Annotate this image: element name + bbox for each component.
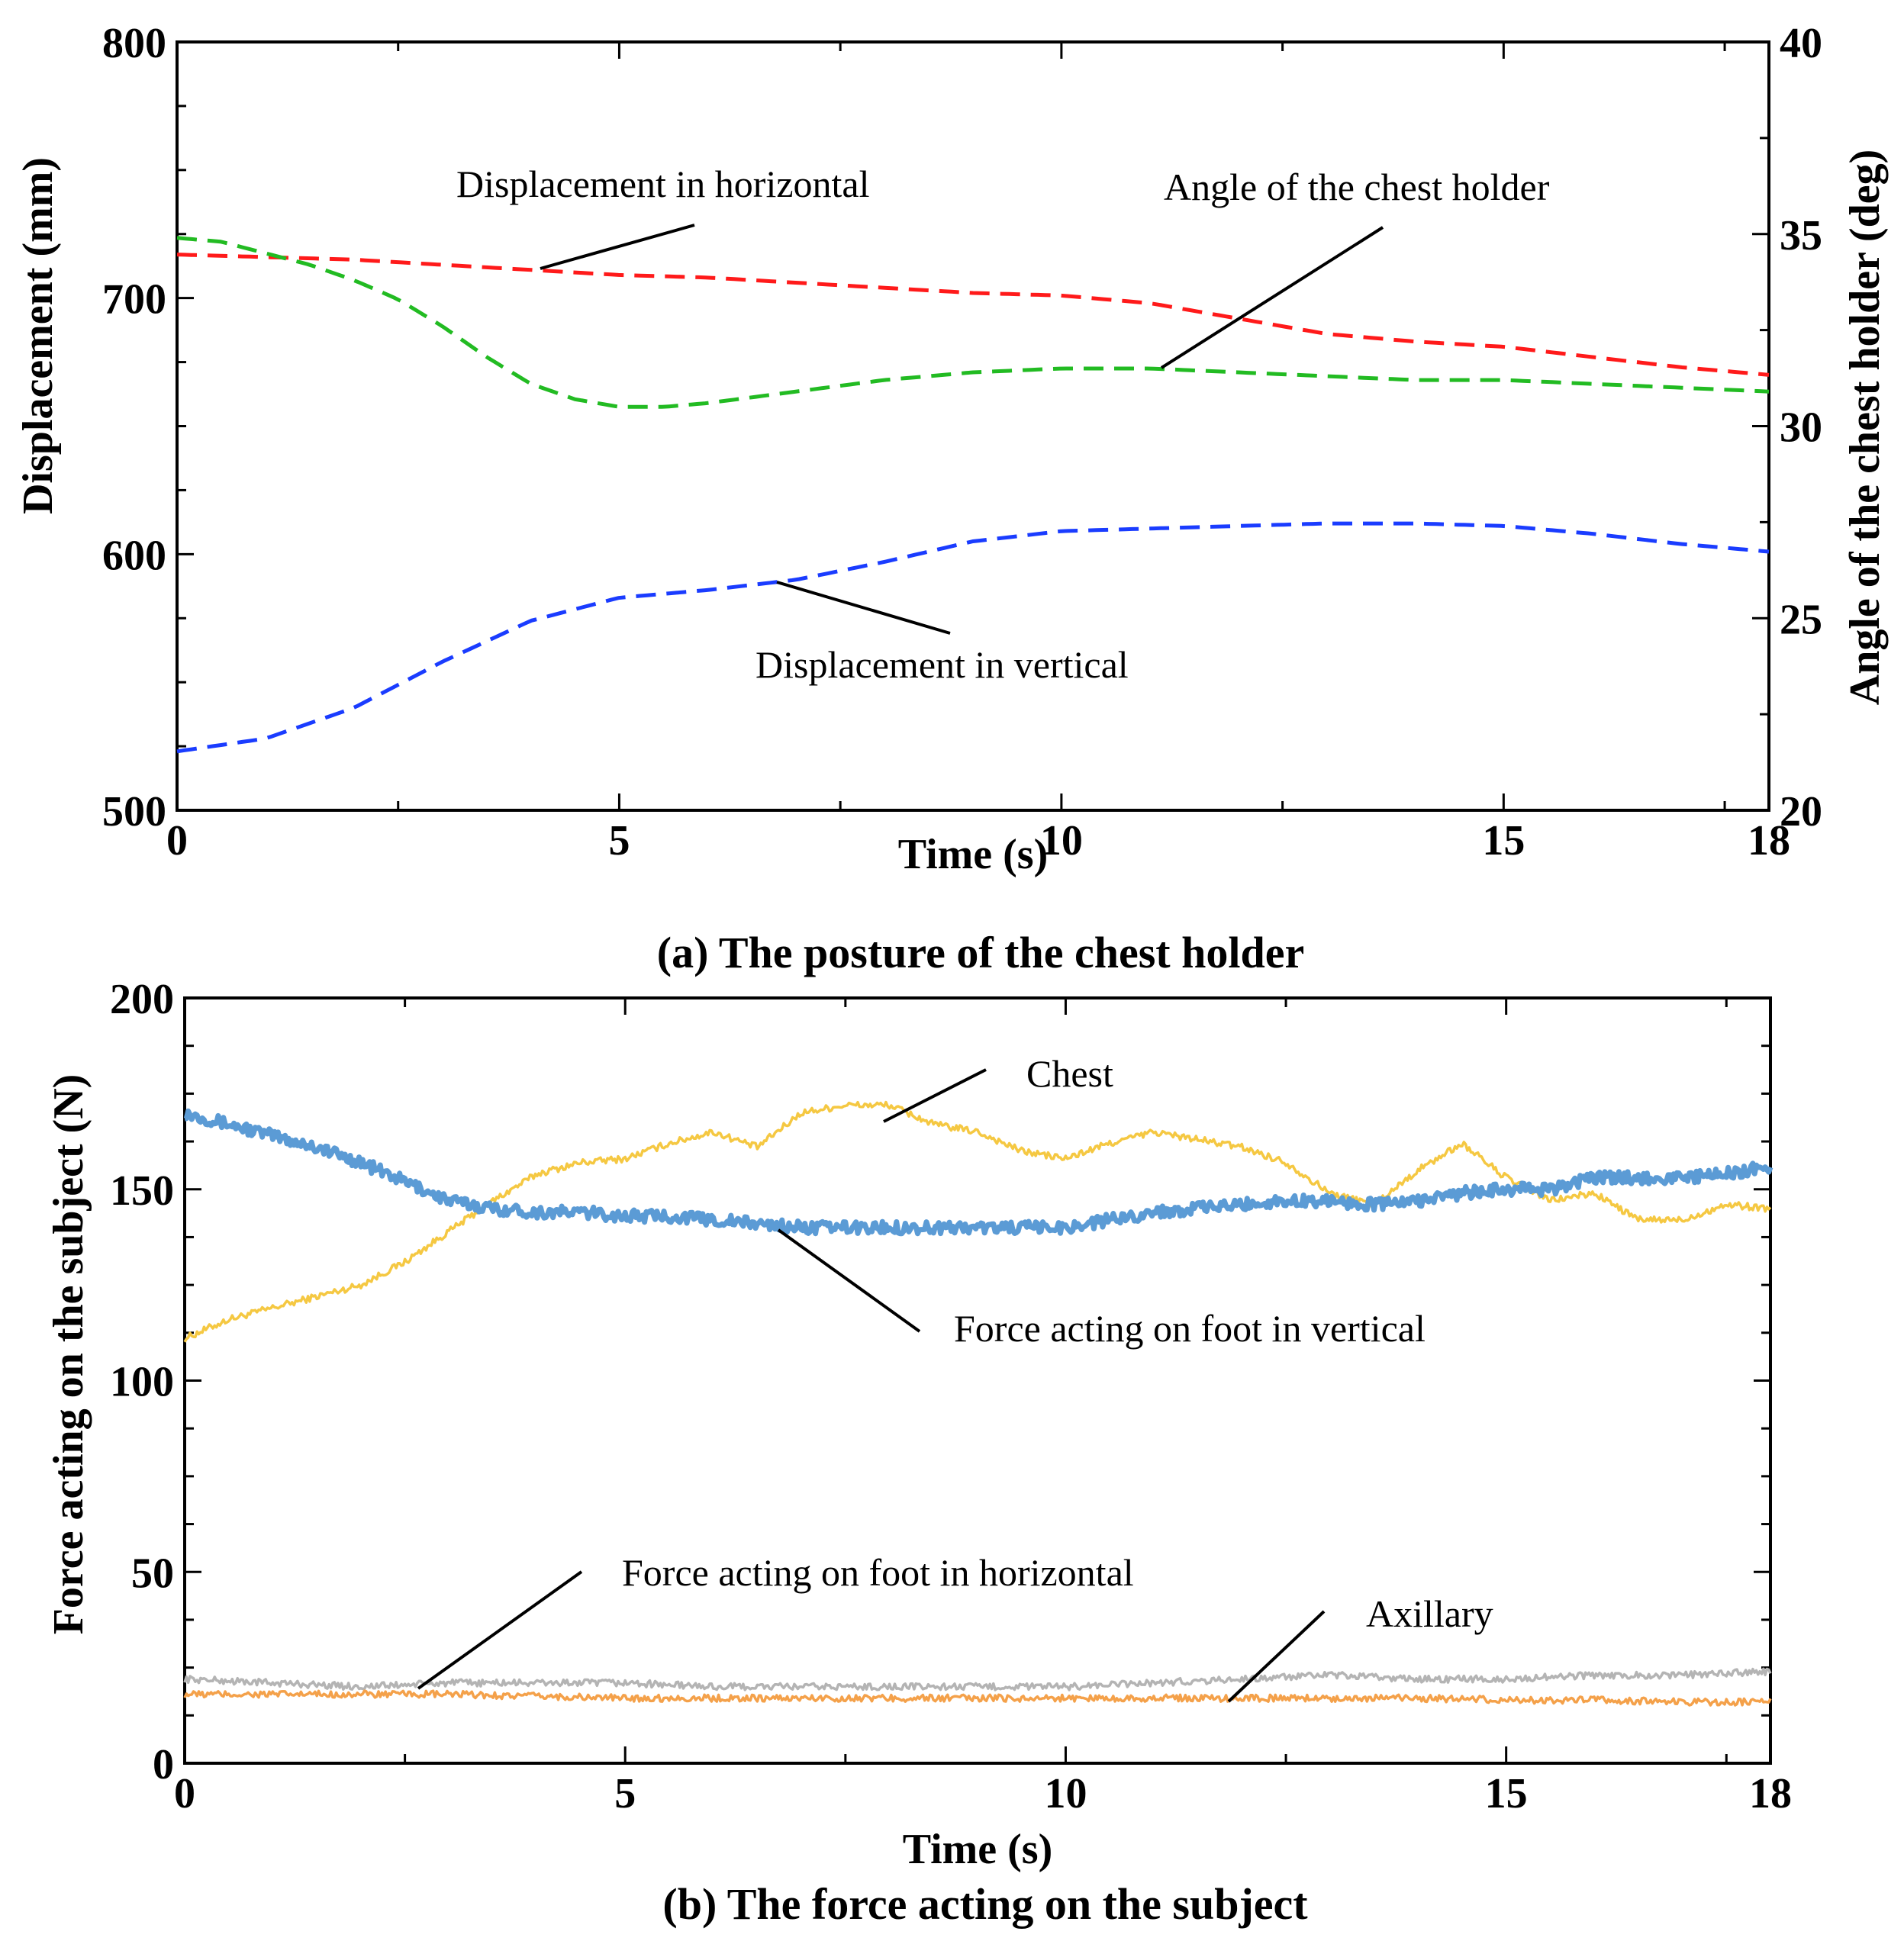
x-tick-label: 5 (608, 817, 630, 864)
chart-caption: (b) The force acting on the subject (662, 1879, 1308, 1929)
y2-tick-label: 40 (1780, 20, 1822, 67)
chart-caption: (a) The posture of the chest holder (657, 928, 1304, 977)
y-tick-label: 100 (110, 1359, 174, 1406)
y2-axis-title: Angle of the chest holder (deg) (1841, 150, 1889, 705)
y-tick-label: 800 (102, 20, 166, 67)
x-tick-label: 5 (614, 1770, 636, 1817)
series-line-angle-of-the-chest-holder (176, 236, 1770, 409)
y-tick-label: 700 (102, 276, 166, 324)
y-axis-title: Force acting on the subject (N) (45, 1074, 92, 1635)
x-tick-label: 15 (1485, 1770, 1528, 1817)
x-tick-label: 0 (166, 817, 188, 864)
annotation-leader (777, 1228, 921, 1333)
series-line-displacement-in-horizontal (176, 253, 1770, 377)
panel-b-force-chart: 0 5 10 15 18 0 50 100 150 200 Chest Force acting on… (45, 976, 1792, 1929)
x-axis-title: Time (s) (898, 831, 1049, 878)
y2-tick-label: 30 (1780, 404, 1822, 452)
y-tick-label: 150 (110, 1167, 174, 1215)
annotation-label-displacement-in-vertical: Displacement in vertical (755, 643, 1129, 686)
annotation-leader (1227, 1610, 1326, 1703)
y-tick-label: 200 (110, 976, 174, 1023)
annotation-label-chest: Chest (1026, 1052, 1113, 1095)
plot-frame (176, 40, 1770, 812)
x-tick-label: 18 (1748, 817, 1790, 864)
x-tick-label: 15 (1482, 817, 1525, 864)
y2-tick-label: 20 (1780, 788, 1822, 835)
y-tick-label: 500 (102, 788, 166, 835)
x-axis-title: Time (s) (903, 1826, 1053, 1873)
y2-tick-label: 25 (1780, 596, 1822, 643)
annotation-label-axillary: Axillary (1366, 1592, 1493, 1635)
annotation-leader (883, 1068, 987, 1123)
series-line-axillary (183, 1689, 1772, 1707)
panel-a-posture-chart: 0 5 10 15 18 500 600 700 800 20 25 30 35 40 Displaceme… (14, 20, 1889, 977)
series-line-force-acting-on-foot-in-vertical (183, 1108, 1774, 1237)
annotation-label-force-acting-on-foot-in-vertical: Force acting on foot in vertical (954, 1307, 1426, 1350)
x-tick-label: 10 (1044, 1770, 1087, 1817)
plot-frame (183, 996, 1772, 1765)
annotation-label-displacement-in-horizontal: Displacement in horizontal (456, 163, 870, 205)
series-line-displacement-in-vertical (176, 521, 1770, 754)
y-tick-label: 50 (131, 1550, 174, 1597)
y-tick-label: 0 (153, 1741, 174, 1788)
annotation-label-angle-of-the-chest-holder: Angle of the chest holder (1164, 166, 1550, 208)
y-axis-title: Displacement (mm) (14, 157, 62, 514)
x-tick-label: 18 (1749, 1770, 1792, 1817)
series-line-force-acting-on-foot-in-horizontal (183, 1667, 1772, 1692)
annotation-leader (540, 224, 695, 270)
annotation-leader (1160, 226, 1384, 369)
annotation-leader (776, 581, 951, 635)
annotation-label-force-acting-on-foot-in-horizontal: Force acting on foot in horizontal (622, 1551, 1134, 1594)
x-tick-label: 0 (174, 1770, 195, 1817)
series-line-chest (183, 1100, 1772, 1343)
annotation-leader (417, 1570, 583, 1690)
x-tick-label: 10 (1040, 817, 1083, 864)
y-tick-label: 600 (102, 532, 166, 579)
y2-tick-label: 35 (1780, 212, 1822, 259)
